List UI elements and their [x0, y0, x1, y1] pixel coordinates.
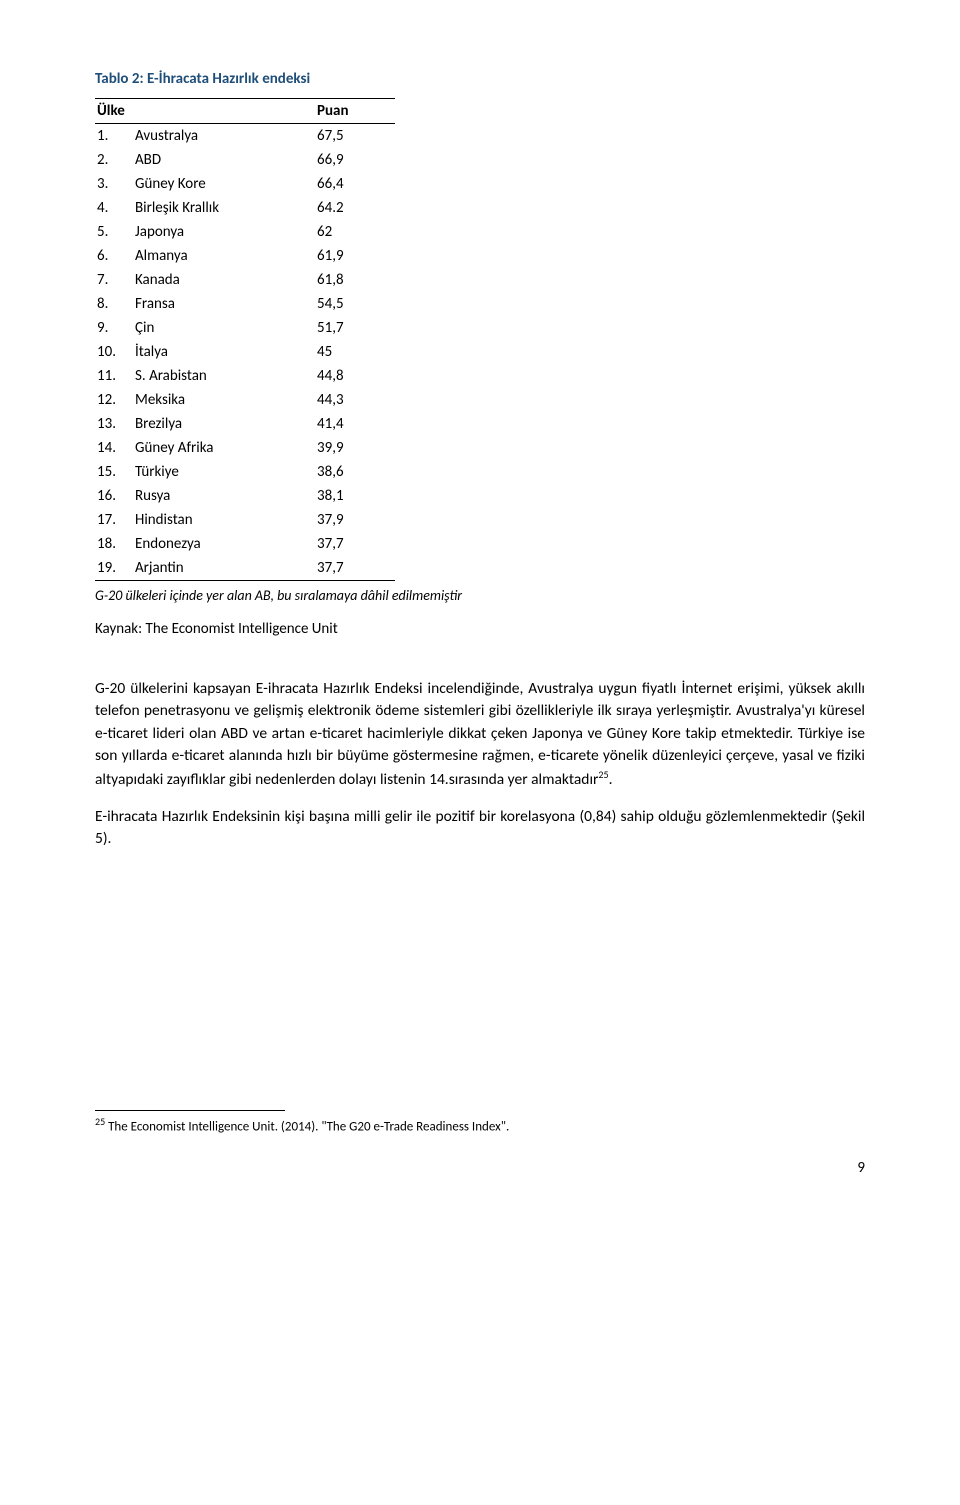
country-cell: Kanada: [133, 268, 293, 292]
table-row: 14.Güney Afrika39,9: [95, 436, 395, 460]
score-cell: 41,4: [293, 412, 395, 436]
score-cell: 45: [293, 340, 395, 364]
paragraph-1-tail: .: [609, 770, 613, 789]
country-cell: Fransa: [133, 292, 293, 316]
score-cell: 38,6: [293, 460, 395, 484]
country-cell: S. Arabistan: [133, 364, 293, 388]
rank-cell: 13.: [95, 412, 133, 436]
rank-cell: 10.: [95, 340, 133, 364]
paragraph-2: E-ihracata Hazırlık Endeksinin kişi başı…: [95, 806, 865, 851]
country-cell: Çin: [133, 316, 293, 340]
score-cell: 66,9: [293, 148, 395, 172]
country-cell: Meksika: [133, 388, 293, 412]
rank-cell: 17.: [95, 508, 133, 532]
score-cell: 67,5: [293, 124, 395, 149]
country-cell: Güney Afrika: [133, 436, 293, 460]
rank-cell: 5.: [95, 220, 133, 244]
table-row: 9.Çin51,7: [95, 316, 395, 340]
table-row: 6.Almanya61,9: [95, 244, 395, 268]
rank-cell: 9.: [95, 316, 133, 340]
table-row: 8.Fransa54,5: [95, 292, 395, 316]
country-cell: Türkiye: [133, 460, 293, 484]
country-cell: Endonezya: [133, 532, 293, 556]
table-row: 18.Endonezya37,7: [95, 532, 395, 556]
score-cell: 61,9: [293, 244, 395, 268]
score-cell: 64.2: [293, 196, 395, 220]
rank-cell: 19.: [95, 556, 133, 581]
rank-cell: 2.: [95, 148, 133, 172]
table-footnote: G-20 ülkeleri içinde yer alan AB, bu sır…: [95, 587, 865, 604]
col-header-country: Ülke: [95, 99, 293, 124]
country-cell: Arjantin: [133, 556, 293, 581]
table-row: 1.Avustralya67,5: [95, 124, 395, 149]
table-caption: Tablo 2: E-İhracata Hazırlık endeksi: [95, 70, 865, 88]
table-row: 4.Birleşik Krallık64.2: [95, 196, 395, 220]
score-cell: 37,9: [293, 508, 395, 532]
paragraph-1: G-20 ülkelerini kapsayan E-ihracata Hazı…: [95, 678, 865, 792]
country-cell: Brezilya: [133, 412, 293, 436]
rank-cell: 1.: [95, 124, 133, 149]
score-cell: 37,7: [293, 556, 395, 581]
table-row: 15.Türkiye38,6: [95, 460, 395, 484]
rank-cell: 15.: [95, 460, 133, 484]
country-cell: Avustralya: [133, 124, 293, 149]
country-cell: ABD: [133, 148, 293, 172]
table-row: 7.Kanada61,8: [95, 268, 395, 292]
rank-cell: 16.: [95, 484, 133, 508]
score-cell: 51,7: [293, 316, 395, 340]
score-cell: 38,1: [293, 484, 395, 508]
footnote-text: The Economist Intelligence Unit. (2014).…: [105, 1120, 509, 1135]
score-cell: 44,3: [293, 388, 395, 412]
readiness-index-table: Ülke Puan 1.Avustralya67,52.ABD66,93.Gün…: [95, 98, 395, 581]
table-row: 10.İtalya45: [95, 340, 395, 364]
score-cell: 66,4: [293, 172, 395, 196]
table-row: 17.Hindistan37,9: [95, 508, 395, 532]
score-cell: 37,7: [293, 532, 395, 556]
table-row: 19.Arjantin37,7: [95, 556, 395, 581]
paragraph-1-text: G-20 ülkelerini kapsayan E-ihracata Hazı…: [95, 679, 865, 789]
rank-cell: 8.: [95, 292, 133, 316]
score-cell: 62: [293, 220, 395, 244]
col-header-score: Puan: [293, 99, 395, 124]
rank-cell: 12.: [95, 388, 133, 412]
table-row: 13.Brezilya41,4: [95, 412, 395, 436]
rank-cell: 3.: [95, 172, 133, 196]
country-cell: Birleşik Krallık: [133, 196, 293, 220]
rank-cell: 6.: [95, 244, 133, 268]
score-cell: 61,8: [293, 268, 395, 292]
table-row: 12.Meksika44,3: [95, 388, 395, 412]
table-row: 16.Rusya38,1: [95, 484, 395, 508]
score-cell: 39,9: [293, 436, 395, 460]
rank-cell: 18.: [95, 532, 133, 556]
footnote-ref-25: 25: [598, 768, 608, 781]
footnote-25: 25 The Economist Intelligence Unit. (201…: [95, 1115, 865, 1134]
country-cell: Güney Kore: [133, 172, 293, 196]
table-row: 2.ABD66,9: [95, 148, 395, 172]
rank-cell: 14.: [95, 436, 133, 460]
country-cell: Hindistan: [133, 508, 293, 532]
rank-cell: 11.: [95, 364, 133, 388]
score-cell: 44,8: [293, 364, 395, 388]
rank-cell: 7.: [95, 268, 133, 292]
page-number: 9: [95, 1159, 865, 1177]
country-cell: Almanya: [133, 244, 293, 268]
rank-cell: 4.: [95, 196, 133, 220]
country-cell: İtalya: [133, 340, 293, 364]
table-row: 5.Japonya62: [95, 220, 395, 244]
table-row: 3.Güney Kore66,4: [95, 172, 395, 196]
footnote-number: 25: [95, 1115, 105, 1128]
table-row: 11.S. Arabistan44,8: [95, 364, 395, 388]
country-cell: Japonya: [133, 220, 293, 244]
table-source: Kaynak: The Economist Intelligence Unit: [95, 620, 865, 638]
footnote-separator: [95, 1110, 285, 1111]
score-cell: 54,5: [293, 292, 395, 316]
country-cell: Rusya: [133, 484, 293, 508]
